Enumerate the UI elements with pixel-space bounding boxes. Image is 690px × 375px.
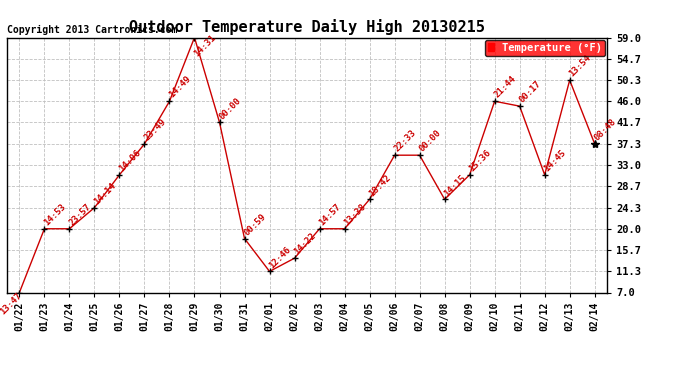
Text: 22:33: 22:33: [393, 129, 417, 154]
Legend: Temperature (°F): Temperature (°F): [485, 40, 605, 56]
Text: 00:00: 00:00: [217, 96, 243, 121]
Text: 00:00: 00:00: [417, 129, 443, 154]
Text: 14:31: 14:31: [193, 33, 217, 58]
Text: 12:46: 12:46: [267, 244, 293, 270]
Text: Copyright 2013 Cartronics.com: Copyright 2013 Cartronics.com: [7, 25, 177, 35]
Text: 14:53: 14:53: [42, 202, 68, 227]
Text: 23:57: 23:57: [67, 202, 92, 227]
Text: 23:49: 23:49: [142, 117, 168, 142]
Text: 14:49: 14:49: [167, 75, 193, 100]
Text: 14:57: 14:57: [317, 202, 343, 227]
Text: 21:44: 21:44: [493, 75, 518, 100]
Text: 13:38: 13:38: [342, 202, 368, 227]
Text: 14:15: 14:15: [442, 172, 468, 198]
Text: 13:47: 13:47: [0, 291, 23, 316]
Title: Outdoor Temperature Daily High 20130215: Outdoor Temperature Daily High 20130215: [129, 19, 485, 35]
Text: 15:36: 15:36: [467, 148, 493, 174]
Text: 13:54: 13:54: [567, 53, 593, 79]
Text: 08:48: 08:48: [593, 117, 618, 142]
Text: 00:59: 00:59: [242, 212, 268, 237]
Text: 00:17: 00:17: [518, 80, 543, 105]
Text: 14:45: 14:45: [542, 148, 568, 174]
Text: 14:22: 14:22: [293, 231, 317, 257]
Text: 18:42: 18:42: [367, 172, 393, 198]
Text: 14:14: 14:14: [92, 181, 117, 206]
Text: 14:06: 14:06: [117, 148, 143, 174]
